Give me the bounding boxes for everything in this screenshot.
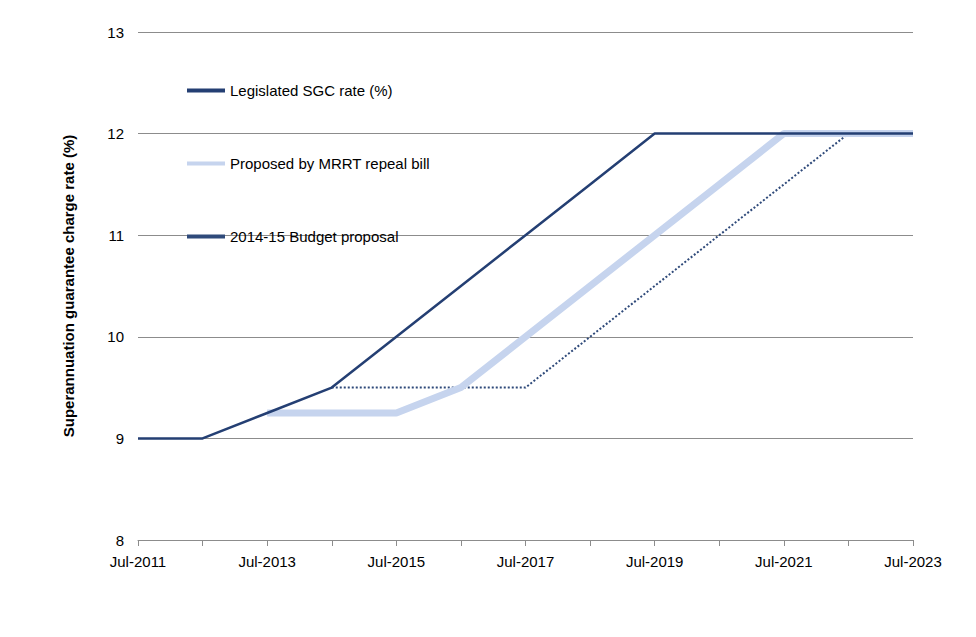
svg-text:Proposed by MRRT repeal bill: Proposed by MRRT repeal bill bbox=[230, 155, 430, 172]
svg-text:Jul-2017: Jul-2017 bbox=[497, 553, 555, 570]
svg-text:9: 9 bbox=[116, 430, 124, 447]
svg-text:Jul-2011: Jul-2011 bbox=[110, 553, 166, 570]
svg-text:Jul-2023: Jul-2023 bbox=[884, 553, 942, 570]
svg-text:13: 13 bbox=[107, 24, 124, 41]
svg-text:2014-15 Budget proposal: 2014-15 Budget proposal bbox=[230, 228, 398, 245]
svg-text:Legislated SGC rate (%): Legislated SGC rate (%) bbox=[230, 82, 393, 99]
svg-text:12: 12 bbox=[107, 125, 124, 142]
svg-text:Superannuation guarantee charg: Superannuation guarantee charge rate (%) bbox=[60, 135, 77, 438]
svg-text:8: 8 bbox=[116, 532, 124, 549]
svg-text:Jul-2015: Jul-2015 bbox=[368, 553, 426, 570]
svg-text:Jul-2013: Jul-2013 bbox=[238, 553, 296, 570]
svg-text:Jul-2021: Jul-2021 bbox=[755, 553, 813, 570]
svg-text:10: 10 bbox=[107, 328, 124, 345]
svg-text:Jul-2019: Jul-2019 bbox=[626, 553, 684, 570]
svg-text:11: 11 bbox=[108, 227, 124, 244]
